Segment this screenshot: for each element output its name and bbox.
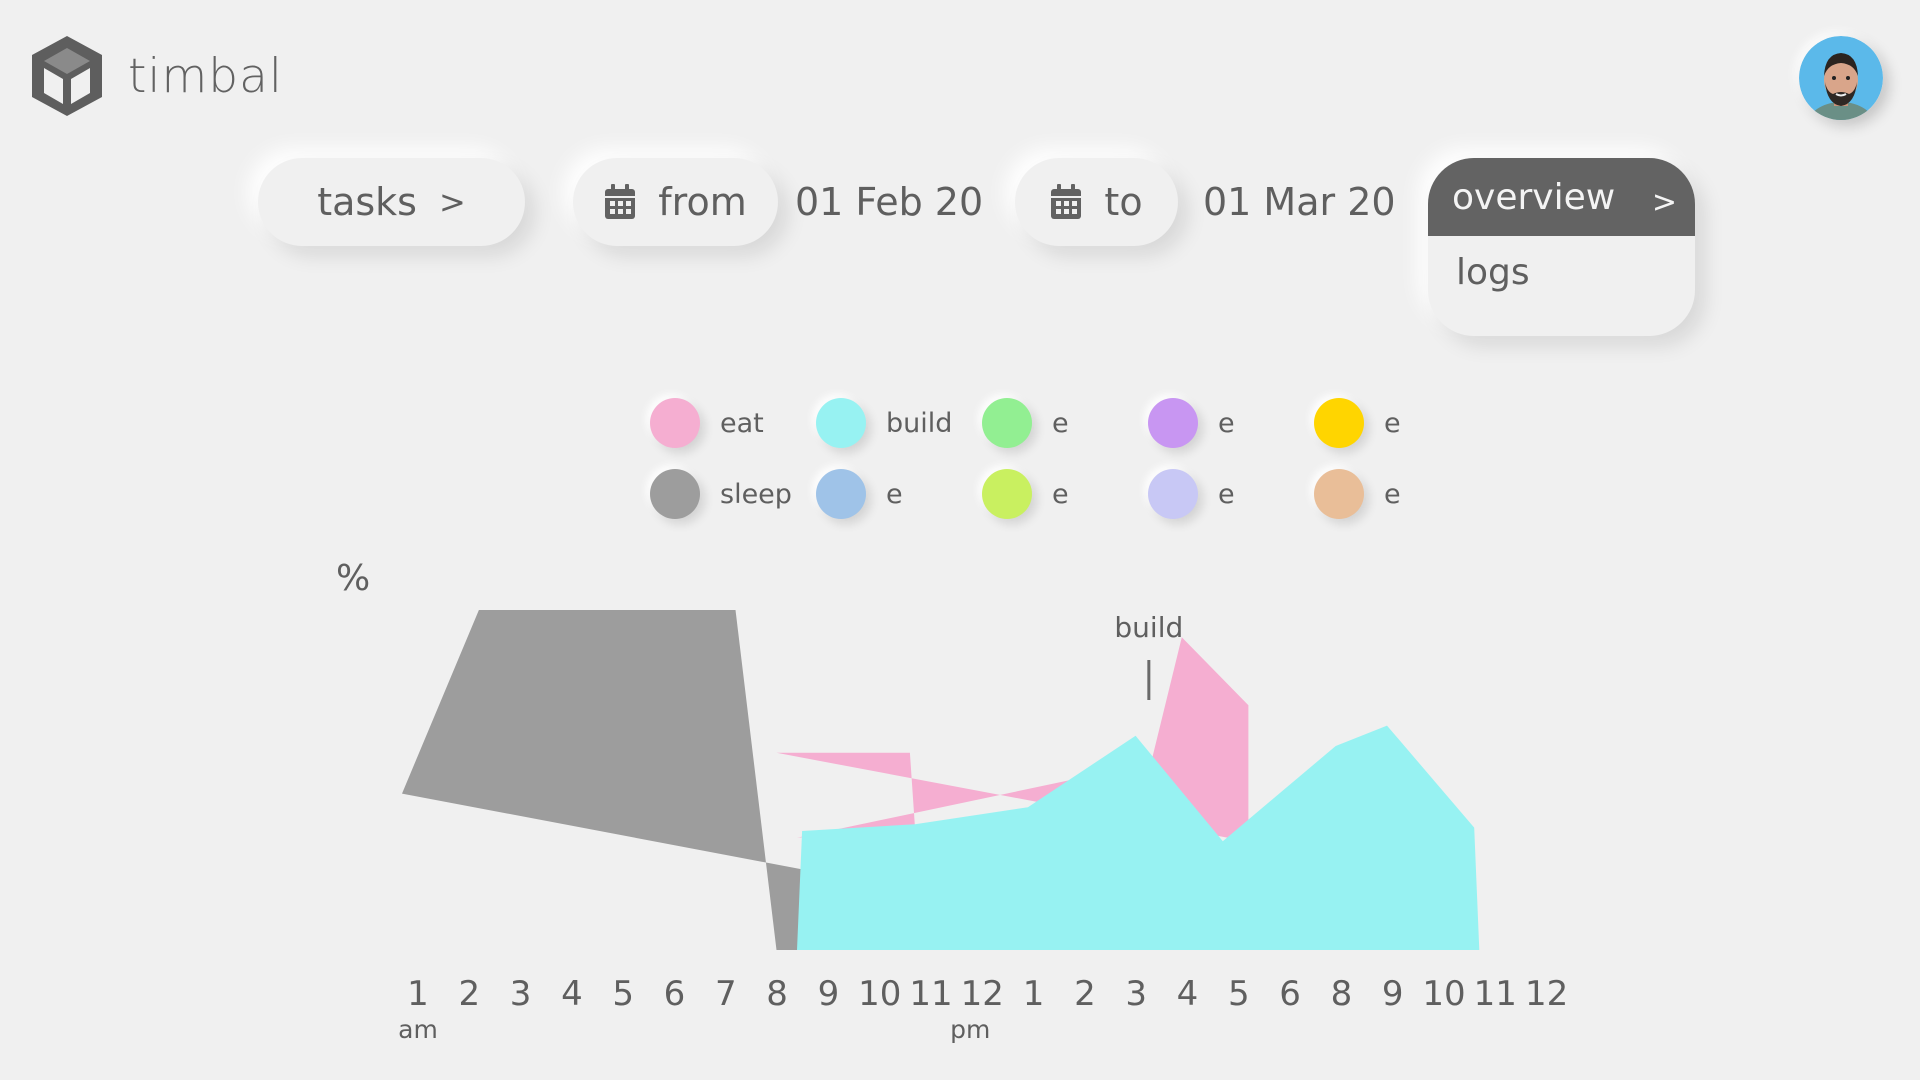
tasks-label: tasks	[317, 180, 417, 224]
x-tick-label: 9	[818, 974, 840, 1014]
legend-label: eat	[720, 407, 764, 439]
legend-item-eat[interactable]: eat	[650, 398, 764, 448]
calendar-icon	[605, 184, 636, 219]
legend-swatch	[816, 469, 866, 519]
to-date-value[interactable]: 01 Mar 20	[1203, 180, 1396, 224]
menu-item-logs[interactable]: logs	[1456, 252, 1530, 293]
area-series-sleep	[402, 610, 1228, 950]
x-tick-label: 2	[458, 974, 480, 1014]
x-tick-label: 2	[1074, 974, 1096, 1014]
legend-item-e[interactable]: e	[982, 398, 1069, 448]
legend-label: e	[1052, 478, 1069, 510]
y-axis-unit: %	[336, 558, 371, 599]
x-tick-label: 12	[961, 974, 1004, 1014]
tasks-button[interactable]: tasks >	[258, 158, 525, 246]
x-tick-label: 10	[858, 974, 901, 1014]
legend-item-e[interactable]: e	[816, 469, 903, 519]
legend-label: sleep	[720, 478, 792, 510]
legend-item-build[interactable]: build	[816, 398, 952, 448]
legend-swatch	[1314, 398, 1364, 448]
calendar-icon	[1051, 184, 1082, 219]
x-tick-label: 4	[1177, 974, 1199, 1014]
chart-legend: eat build e e e sleep e e e e	[650, 398, 1430, 528]
chevron-right-icon: >	[438, 183, 466, 221]
legend-item-e[interactable]: e	[982, 469, 1069, 519]
x-tick-label: 1	[407, 974, 429, 1014]
menu-item-overview[interactable]: overview >	[1428, 158, 1695, 236]
cube-logo-icon	[32, 36, 102, 116]
legend-item-e[interactable]: e	[1148, 469, 1235, 519]
x-tick-label: 7	[715, 974, 737, 1014]
annotation-label: build	[1114, 611, 1183, 644]
legend-swatch	[650, 398, 700, 448]
legend-label: e	[1052, 407, 1069, 439]
legend-swatch	[816, 398, 866, 448]
x-tick-label: 4	[561, 974, 583, 1014]
app-name: timbal	[128, 48, 283, 104]
x-tick-label: 3	[510, 974, 532, 1014]
x-period-label-am: am	[398, 1015, 438, 1044]
x-tick-label: 6	[664, 974, 686, 1014]
legend-label: e	[1384, 478, 1401, 510]
x-tick-label: 3	[1125, 974, 1147, 1014]
view-menu: overview > logs	[1428, 158, 1695, 336]
x-tick-label: 5	[1228, 974, 1250, 1014]
x-tick-label: 8	[766, 974, 788, 1014]
legend-swatch	[650, 469, 700, 519]
app-logo[interactable]: timbal	[28, 34, 283, 118]
legend-label: e	[1218, 407, 1235, 439]
area-series-build	[797, 725, 1480, 950]
from-date-button[interactable]: from	[573, 158, 778, 246]
user-avatar[interactable]	[1799, 36, 1883, 120]
to-label: to	[1104, 180, 1143, 224]
to-date-button[interactable]: to	[1015, 158, 1178, 246]
x-tick-label: 9	[1382, 974, 1404, 1014]
legend-label: e	[886, 478, 903, 510]
x-tick-label: 5	[612, 974, 634, 1014]
legend-item-e[interactable]: e	[1314, 469, 1401, 519]
legend-swatch	[1314, 469, 1364, 519]
x-tick-label: 8	[1331, 974, 1353, 1014]
legend-label: e	[1218, 478, 1235, 510]
x-tick-label: 11	[909, 974, 952, 1014]
x-period-label-pm: pm	[950, 1015, 990, 1044]
chevron-right-icon: >	[1651, 184, 1677, 220]
overview-label: overview	[1452, 176, 1616, 218]
x-tick-label: 11	[1474, 974, 1517, 1014]
legend-swatch	[1148, 398, 1198, 448]
x-tick-label: 10	[1422, 974, 1465, 1014]
from-date-value[interactable]: 01 Feb 20	[795, 180, 984, 224]
legend-item-e[interactable]: e	[1148, 398, 1235, 448]
from-label: from	[658, 180, 747, 224]
legend-item-sleep[interactable]: sleep	[650, 469, 792, 519]
legend-item-e[interactable]: e	[1314, 398, 1401, 448]
x-tick-label: 1	[1023, 974, 1045, 1014]
x-tick-label: 12	[1525, 974, 1568, 1014]
legend-label: build	[886, 407, 953, 439]
legend-label: e	[1384, 407, 1401, 439]
legend-swatch	[982, 469, 1032, 519]
legend-swatch	[982, 398, 1032, 448]
x-tick-label: 6	[1279, 974, 1301, 1014]
legend-swatch	[1148, 469, 1198, 519]
